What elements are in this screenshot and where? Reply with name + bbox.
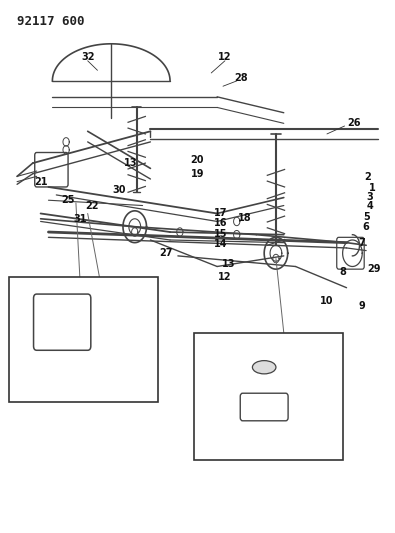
Text: 32: 32 bbox=[81, 52, 94, 62]
Text: 1: 1 bbox=[369, 183, 375, 193]
Text: 19: 19 bbox=[191, 169, 204, 179]
Text: 12: 12 bbox=[218, 272, 232, 282]
Text: 14: 14 bbox=[214, 239, 228, 249]
Text: 24: 24 bbox=[77, 375, 90, 385]
Text: 26: 26 bbox=[348, 118, 361, 128]
Text: 6: 6 bbox=[363, 222, 370, 232]
Text: 23: 23 bbox=[120, 336, 134, 346]
Text: 15: 15 bbox=[214, 229, 228, 239]
Text: 22: 22 bbox=[85, 200, 98, 211]
Text: 12: 12 bbox=[218, 52, 232, 62]
Text: 3: 3 bbox=[367, 191, 373, 201]
Text: 5: 5 bbox=[363, 212, 370, 222]
Text: (SLA): (SLA) bbox=[220, 423, 250, 433]
Text: 2: 2 bbox=[365, 172, 371, 182]
Text: 11: 11 bbox=[144, 285, 157, 295]
Text: 28: 28 bbox=[234, 73, 247, 83]
Text: 34: 34 bbox=[289, 381, 302, 391]
Bar bbox=[9, 277, 158, 402]
Text: 16: 16 bbox=[214, 218, 228, 228]
Text: 31: 31 bbox=[73, 214, 87, 224]
Text: 7: 7 bbox=[108, 344, 115, 354]
Ellipse shape bbox=[252, 361, 276, 374]
Text: 30: 30 bbox=[112, 184, 126, 195]
Text: 29: 29 bbox=[367, 264, 381, 274]
Text: 13: 13 bbox=[222, 259, 236, 269]
Text: 27: 27 bbox=[159, 248, 173, 259]
Text: 21: 21 bbox=[34, 176, 47, 187]
Text: 27: 27 bbox=[38, 368, 51, 377]
Bar bbox=[194, 333, 342, 460]
Text: 8: 8 bbox=[339, 267, 346, 277]
Text: 35: 35 bbox=[248, 441, 261, 451]
Text: 17: 17 bbox=[214, 208, 228, 219]
Text: 4: 4 bbox=[367, 201, 373, 211]
Text: 9: 9 bbox=[359, 301, 366, 311]
Text: 33: 33 bbox=[230, 383, 243, 393]
Text: 92117 600: 92117 600 bbox=[17, 14, 85, 28]
Text: 20: 20 bbox=[191, 156, 204, 165]
Text: 13: 13 bbox=[252, 395, 265, 405]
Text: 27: 27 bbox=[258, 411, 271, 421]
Text: 18: 18 bbox=[238, 213, 251, 223]
Text: 7: 7 bbox=[359, 238, 366, 248]
Text: 13: 13 bbox=[124, 158, 137, 168]
Text: 25: 25 bbox=[61, 195, 75, 205]
Text: 10: 10 bbox=[320, 296, 334, 306]
